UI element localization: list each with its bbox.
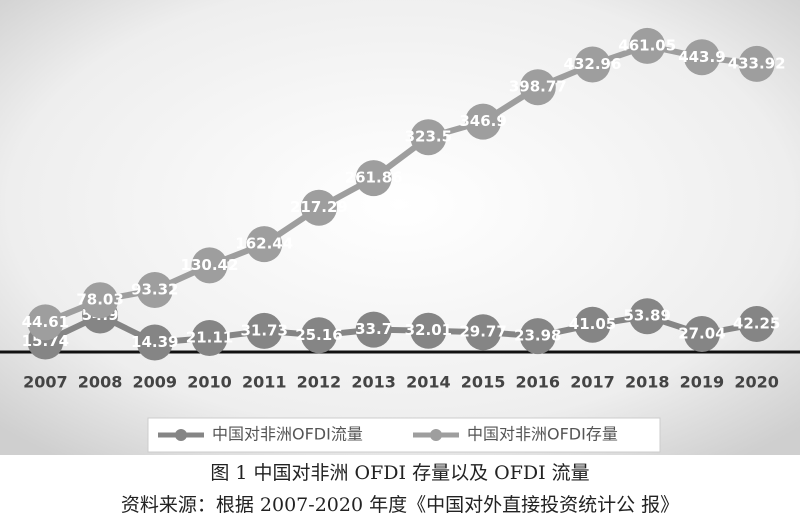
x-tick-label: 2019 [680, 373, 725, 392]
source: 资料来源：根据 2007-2020 年度《中国对外直接投资统计公 报》 [120, 494, 680, 516]
data-label: 27.04 [678, 325, 725, 343]
data-label: 32.01 [405, 321, 452, 339]
chart: 2007 2008 2009 2010 2011 2012 2013 2014 2015 2016… [0, 0, 800, 455]
legend-marker [175, 429, 187, 441]
data-point [246, 226, 283, 263]
data-point [738, 305, 775, 342]
x-tick-label: 2010 [187, 373, 232, 392]
data-point [465, 103, 502, 140]
data-point [136, 324, 173, 361]
data-point [136, 272, 173, 309]
legend-label: 中国对非洲OFDI存量 [467, 425, 618, 444]
data-point [574, 306, 611, 343]
data-point [683, 316, 720, 353]
legend-label: 中国对非洲OFDI流量 [212, 425, 363, 444]
data-point [629, 298, 666, 335]
data-label: 93.32 [131, 281, 178, 299]
data-point [246, 312, 283, 349]
data-label: 15.74 [22, 332, 69, 350]
data-point [683, 39, 720, 76]
data-point [355, 311, 392, 348]
data-point [82, 282, 119, 319]
data-label: 323.5 [405, 128, 452, 146]
x-tick-label: 2009 [133, 373, 178, 392]
data-point [574, 46, 611, 83]
data-label: 130.42 [181, 256, 239, 274]
x-tick-label: 2012 [297, 373, 342, 392]
x-tick-label: 2008 [78, 373, 123, 392]
x-tick-label: 2018 [625, 373, 670, 392]
x-tick-label: 2016 [516, 373, 561, 392]
data-label: 433.92 [728, 54, 786, 72]
chart-background [0, 0, 800, 455]
legend-box [147, 417, 661, 453]
data-label: 461.05 [618, 36, 676, 54]
data-point [410, 312, 447, 349]
x-tick-label: 2017 [570, 373, 615, 392]
data-label: 398.77 [509, 78, 567, 96]
x-tick-label: 2007 [23, 373, 68, 392]
data-point [27, 304, 64, 341]
data-label: 261.86 [345, 169, 403, 187]
data-point [629, 27, 666, 64]
data-label: 432.96 [564, 55, 622, 73]
data-label: 42.25 [733, 314, 780, 332]
data-point [300, 317, 337, 354]
x-tick-label: 2011 [242, 373, 287, 392]
data-point [191, 319, 228, 356]
data-label: 23.98 [514, 327, 561, 345]
data-label: 31.73 [240, 321, 287, 339]
data-label: 25.16 [295, 326, 342, 344]
x-tick-label: 2014 [406, 373, 451, 392]
legend-marker [430, 429, 442, 441]
data-point [191, 247, 228, 284]
data-label: 41.05 [569, 315, 616, 333]
data-label: 443.9 [678, 48, 725, 66]
data-label: 162.44 [235, 235, 293, 253]
data-point [519, 69, 556, 106]
data-point [519, 318, 556, 355]
data-label: 14.39 [131, 333, 178, 351]
data-label: 44.61 [22, 313, 69, 331]
data-point [410, 119, 447, 156]
data-point [355, 160, 392, 197]
data-label: 33.7 [355, 320, 392, 338]
data-label: 29.77 [459, 323, 506, 341]
data-label: 21.11 [186, 328, 233, 346]
data-label: 346.9 [459, 112, 506, 130]
x-tick-label: 2013 [351, 373, 396, 392]
data-point [300, 189, 337, 226]
data-label: 53.89 [623, 307, 670, 325]
x-tick-label: 2020 [734, 373, 779, 392]
data-point [738, 45, 775, 82]
data-point [465, 314, 502, 351]
data-label: 217.29 [290, 198, 348, 216]
caption: 图 1 中国对非洲 OFDI 存量以及 OFDI 流量 [210, 462, 590, 484]
data-label: 78.03 [76, 291, 123, 309]
x-tick-label: 2015 [461, 373, 506, 392]
